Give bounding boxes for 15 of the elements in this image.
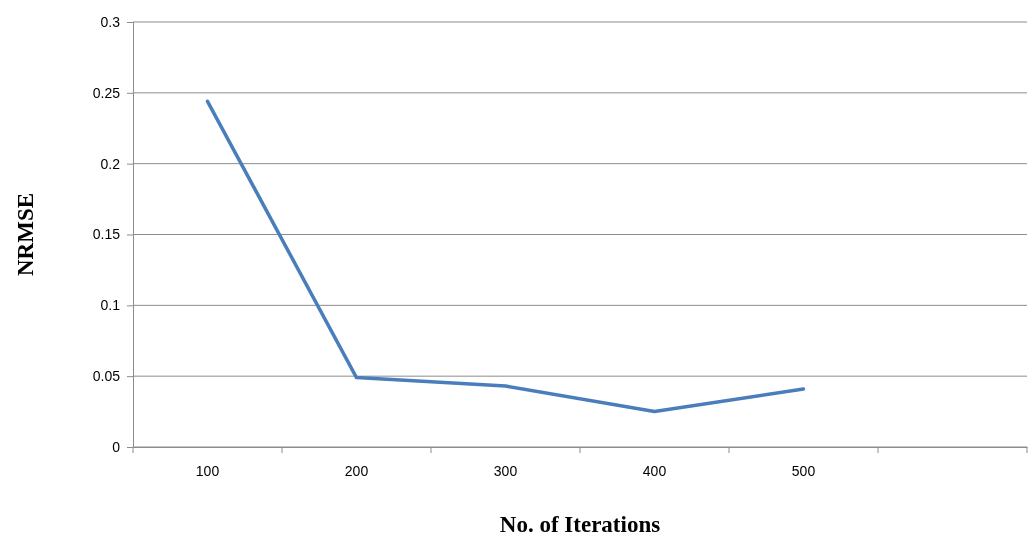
x-tick-label: 100 [195, 463, 220, 479]
y-tick-label: 0.3 [100, 13, 121, 30]
x-tick-label: 200 [344, 463, 369, 479]
y-tick-label: 0 [112, 438, 121, 455]
y-tick-label: 0.2 [100, 155, 121, 172]
x-axis-title: No. of Iterations [499, 512, 661, 537]
y-tick-label: 0.15 [92, 226, 121, 243]
x-tick-label: 500 [791, 463, 816, 479]
y-axis-title: NRMSE [13, 192, 38, 277]
y-tick-label: 0.25 [92, 84, 121, 101]
y-tick-label: 0.1 [100, 297, 121, 314]
y-tick-label: 0.05 [92, 368, 121, 385]
x-tick-label: 300 [493, 463, 518, 479]
line-series [205, 99, 806, 414]
x-tick-label: 400 [642, 463, 667, 479]
